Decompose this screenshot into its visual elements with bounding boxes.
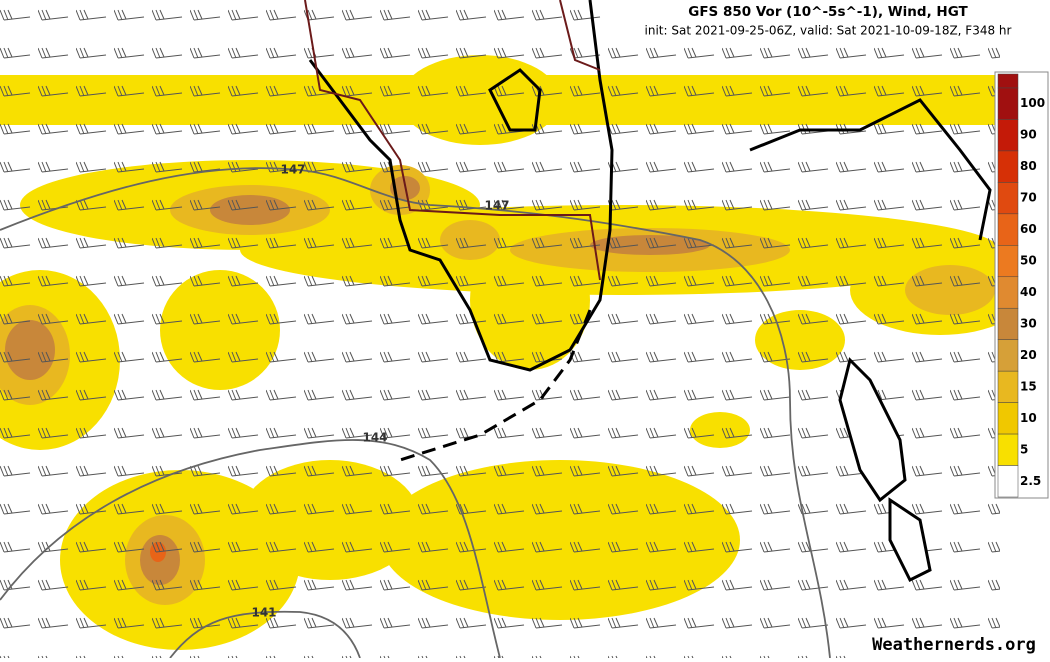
colorbar-label: 15 <box>1020 379 1037 393</box>
colorbar-label: 5 <box>1020 442 1028 456</box>
state-borders <box>304 0 601 281</box>
colorbar-label: 20 <box>1020 348 1037 362</box>
title: GFS 850 Vor (10^-5s^-1), Wind, HGT <box>688 4 968 20</box>
colorbar-swatch <box>997 213 1019 246</box>
colorbar-label: 2.5 <box>1020 474 1041 488</box>
contour-label: 144 <box>362 431 387 445</box>
colorbar-label: 10 <box>1020 411 1037 425</box>
coastlines <box>308 0 992 583</box>
colorbar-label: 50 <box>1020 254 1037 268</box>
colorbar-label: 100 <box>1020 96 1045 110</box>
contour-labels: 147 147 144 141 <box>251 163 509 620</box>
watermark-box <box>858 630 1050 658</box>
contour-label: 147 <box>280 163 305 177</box>
colorbar-swatch <box>997 433 1019 466</box>
subtitle: init: Sat 2021-09-25-06Z, valid: Sat 202… <box>645 24 1012 38</box>
colorbar: 100 90 80 70 60 50 40 30 20 15 10 5 2.5 <box>994 71 1049 499</box>
colorbar-swatch <box>997 276 1019 309</box>
contour-label: 141 <box>251 606 276 620</box>
watermark: Weathernerds.org <box>872 635 1036 655</box>
colorbar-swatch <box>997 182 1019 215</box>
colorbar-label: 40 <box>1020 285 1037 299</box>
colorbar-label: 80 <box>1020 159 1037 173</box>
colorbar-label: 60 <box>1020 222 1037 236</box>
colorbar-label: 30 <box>1020 316 1037 330</box>
colorbar-swatch <box>997 245 1019 278</box>
colorbar-swatch <box>997 465 1019 498</box>
colorbar-swatch <box>997 150 1019 183</box>
height-contours <box>0 167 831 659</box>
colorbar-swatch <box>997 307 1019 340</box>
colorbar-cap <box>997 73 1019 89</box>
colorbar-swatch <box>997 402 1019 435</box>
colorbar-swatch <box>997 119 1019 152</box>
colorbar-swatch <box>997 87 1019 120</box>
title-box <box>606 0 1050 42</box>
colorbar-swatch <box>997 339 1019 372</box>
colorbar-swatch <box>997 370 1019 403</box>
wind-barbs <box>0 0 1000 658</box>
colorbar-label: 70 <box>1020 191 1037 205</box>
colorbar-label: 90 <box>1020 128 1037 142</box>
contour-label: 147 <box>484 199 509 213</box>
